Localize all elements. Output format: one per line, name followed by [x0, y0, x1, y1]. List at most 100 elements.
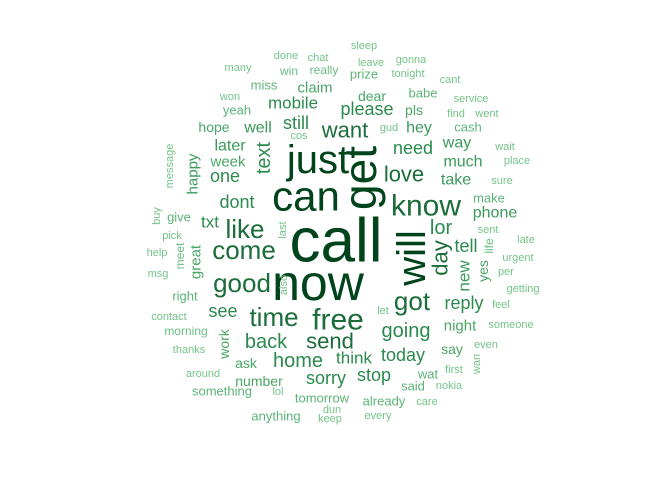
word-late: late: [517, 234, 535, 246]
word-life: life: [482, 238, 496, 254]
word-ask: ask: [235, 355, 258, 371]
word-leave: leave: [358, 57, 384, 69]
word-morning: morning: [164, 324, 207, 338]
word-wat: wat: [417, 367, 439, 382]
word-will: will: [390, 230, 434, 287]
word-see: see: [208, 301, 237, 321]
word-getting: getting: [506, 283, 539, 295]
word-every: every: [365, 410, 392, 422]
word-claim: claim: [297, 80, 332, 97]
word-cos: cos: [290, 130, 308, 142]
word-feel: feel: [492, 299, 510, 311]
word-think: think: [336, 349, 372, 368]
word-sent: sent: [478, 224, 499, 236]
word-dont: dont: [219, 192, 254, 212]
word-yeah: yeah: [223, 103, 251, 118]
word-nokia: nokia: [436, 380, 463, 392]
word-find: find: [447, 108, 465, 120]
word-chat: chat: [308, 52, 329, 64]
word-gonna: gonna: [396, 54, 427, 66]
word-even: even: [474, 339, 498, 351]
word-first: first: [445, 364, 463, 376]
word-sure: sure: [491, 175, 512, 187]
word-day: day: [428, 240, 453, 275]
word-got: got: [394, 286, 431, 316]
word-hey: hey: [406, 120, 432, 137]
word-txt: txt: [201, 213, 219, 232]
word-pick: pick: [162, 230, 182, 242]
word-dun: dun: [323, 404, 341, 416]
word-service: service: [454, 93, 489, 105]
word-sleep: sleep: [351, 40, 377, 52]
word-cant: cant: [440, 74, 461, 86]
word-urgent: urgent: [502, 252, 533, 264]
word-per: per: [498, 266, 514, 278]
word-contact: contact: [151, 311, 186, 323]
word-reply: reply: [444, 293, 483, 313]
word-gud: gud: [380, 122, 398, 134]
word-thanks: thanks: [173, 344, 206, 356]
word-now: now: [272, 255, 365, 311]
word-number: number: [235, 373, 283, 389]
word-give: give: [167, 210, 191, 225]
word-one: one: [210, 166, 240, 186]
word-week: week: [209, 154, 246, 171]
word-home: home: [273, 350, 323, 372]
word-msg: msg: [148, 268, 169, 280]
word-help: help: [147, 247, 168, 259]
word-really: really: [310, 63, 339, 77]
word-great: great: [188, 244, 205, 279]
word-call: call: [289, 207, 382, 276]
word-take: take: [441, 172, 471, 189]
word-someone: someone: [488, 319, 533, 331]
word-tell: tell: [454, 236, 477, 256]
word-phone: phone: [473, 205, 518, 222]
word-text: text: [253, 141, 275, 174]
word-know: know: [391, 190, 461, 223]
word-want: want: [321, 118, 368, 143]
word-night: night: [444, 318, 477, 335]
word-come: come: [212, 235, 276, 265]
word-keep: keep: [318, 413, 342, 425]
word-mobile: mobile: [268, 94, 318, 113]
word-babe: babe: [409, 86, 438, 101]
word-much: much: [443, 154, 482, 171]
word-many: many: [225, 62, 252, 74]
word-let: let: [377, 305, 389, 317]
word-free: free: [312, 304, 364, 337]
word-right: right: [172, 289, 198, 304]
word-lol: lol: [272, 386, 283, 398]
word-love: love: [384, 162, 424, 187]
word-new: new: [455, 260, 474, 292]
word-also: also: [278, 275, 290, 295]
word-done: done: [274, 50, 298, 62]
word-tonight: tonight: [391, 68, 424, 80]
word-said: said: [401, 379, 425, 394]
word-miss: miss: [251, 78, 278, 93]
word-win: win: [279, 64, 298, 78]
word-well: well: [243, 120, 272, 137]
word-say: say: [441, 341, 463, 357]
word-place: place: [504, 155, 530, 167]
word-meet: meet: [173, 242, 187, 269]
word-work: work: [216, 328, 232, 360]
word-wait: wait: [494, 141, 515, 153]
word-dear: dear: [358, 88, 386, 104]
word-still: still: [283, 113, 309, 133]
word-buy: buy: [151, 207, 163, 225]
word-today: today: [381, 345, 425, 365]
word-back: back: [245, 331, 288, 353]
word-yes: yes: [475, 260, 491, 282]
word-send: send: [306, 329, 354, 354]
word-pls: pls: [405, 102, 423, 118]
word-please: please: [340, 99, 393, 119]
word-later: later: [214, 138, 246, 155]
word-hope: hope: [198, 119, 229, 135]
word-happy: happy: [185, 153, 202, 194]
word-can: can: [272, 173, 340, 220]
word-just: just: [286, 138, 349, 182]
word-went: went: [474, 108, 498, 120]
word-wan: wan: [471, 354, 483, 375]
word-going: going: [382, 320, 431, 342]
word-tomorrow: tomorrow: [295, 391, 350, 406]
